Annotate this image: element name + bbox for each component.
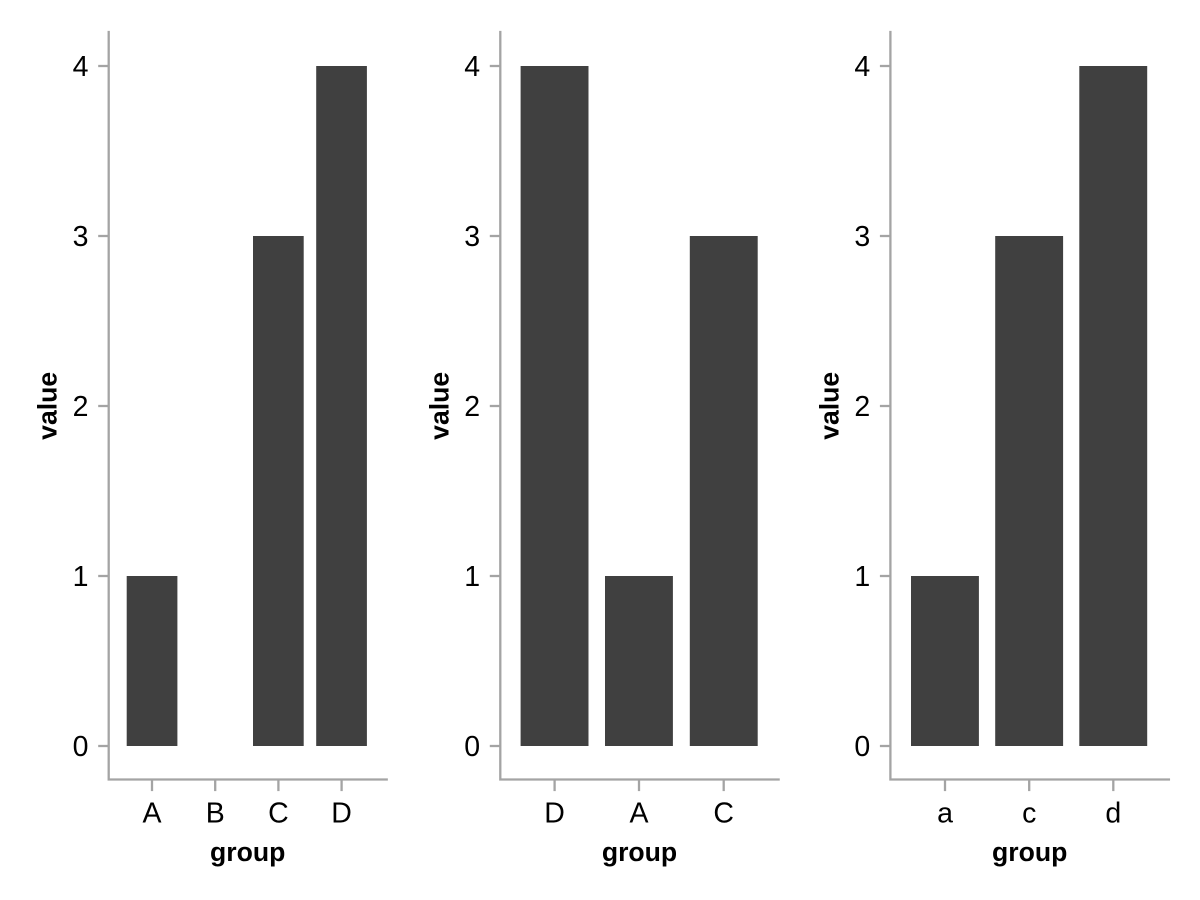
svg-text:2: 2 xyxy=(73,391,89,423)
svg-text:A: A xyxy=(142,798,161,830)
svg-text:0: 0 xyxy=(464,731,480,763)
svg-text:4: 4 xyxy=(854,51,870,83)
svg-text:4: 4 xyxy=(73,51,89,83)
svg-text:1: 1 xyxy=(854,561,870,593)
svg-text:group: group xyxy=(602,837,677,867)
svg-text:D: D xyxy=(544,798,565,830)
svg-text:4: 4 xyxy=(464,51,480,83)
svg-text:3: 3 xyxy=(73,221,89,253)
svg-text:1: 1 xyxy=(464,561,480,593)
svg-text:A: A xyxy=(629,798,648,830)
svg-text:D: D xyxy=(331,798,352,830)
svg-text:B: B xyxy=(206,798,225,830)
svg-text:value: value xyxy=(33,372,63,440)
svg-text:C: C xyxy=(713,798,734,830)
svg-text:3: 3 xyxy=(854,221,870,253)
svg-text:2: 2 xyxy=(464,391,480,423)
svg-text:1: 1 xyxy=(73,561,89,593)
svg-text:a: a xyxy=(937,798,953,830)
svg-text:C: C xyxy=(268,798,289,830)
svg-text:3: 3 xyxy=(464,221,480,253)
svg-text:0: 0 xyxy=(854,731,870,763)
svg-text:group: group xyxy=(210,837,285,867)
svg-text:c: c xyxy=(1022,798,1036,830)
svg-text:value: value xyxy=(424,372,454,440)
svg-text:value: value xyxy=(814,372,844,440)
svg-text:2: 2 xyxy=(854,391,870,423)
svg-text:group: group xyxy=(992,837,1067,867)
svg-text:0: 0 xyxy=(73,731,89,763)
svg-text:d: d xyxy=(1105,798,1121,830)
